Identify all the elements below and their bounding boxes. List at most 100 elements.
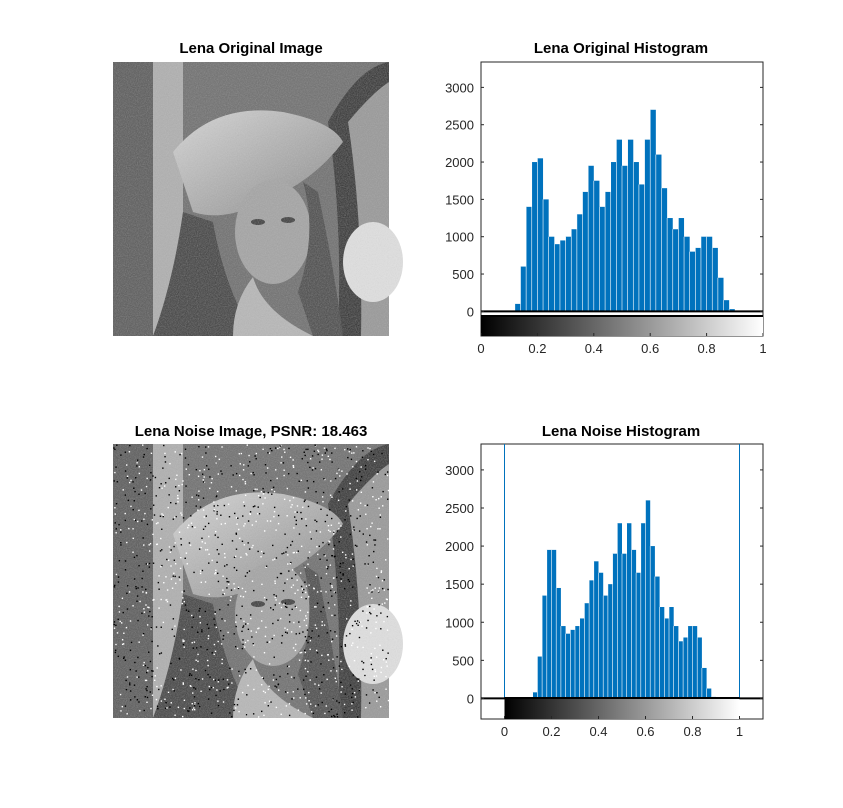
noise-speck [303, 588, 305, 591]
noise-speck [299, 572, 302, 574]
noise-speck [260, 620, 263, 622]
noise-speck [300, 511, 302, 514]
noise-speck [378, 497, 380, 500]
histogram-bar [537, 158, 544, 312]
noise-speck [312, 467, 314, 469]
noise-speck [329, 630, 332, 632]
noise-speck [216, 490, 219, 493]
noise-speck [145, 688, 147, 690]
noise-speck [303, 688, 305, 691]
noise-speck [201, 629, 203, 631]
noise-speck [290, 586, 293, 589]
noise-speck [159, 515, 162, 517]
noise-speck [132, 551, 134, 553]
noise-speck [139, 710, 141, 712]
noise-speck [326, 632, 328, 634]
noise-speck [315, 491, 317, 493]
noise-speck [370, 659, 372, 662]
noise-speck [146, 671, 148, 674]
noise-speck [362, 533, 364, 535]
noise-speck [319, 558, 321, 560]
noise-speck [336, 656, 338, 658]
noise-speck [142, 632, 145, 635]
noise-speck [162, 467, 164, 469]
noise-speck [298, 621, 300, 623]
x-tick-label: 0.8 [698, 341, 716, 356]
noise-speck [252, 505, 255, 508]
noise-speck [132, 481, 134, 483]
noise-speck [331, 452, 333, 454]
noise-speck [165, 599, 167, 601]
noise-speck [274, 685, 276, 687]
noise-speck [378, 604, 380, 606]
noise-speck [155, 698, 158, 701]
noise-speck [321, 454, 324, 456]
noise-speck [117, 618, 119, 621]
noise-speck [138, 472, 141, 475]
noise-speck [113, 627, 116, 629]
noise-speck [365, 694, 368, 696]
noise-speck [291, 504, 293, 506]
noise-speck [376, 567, 378, 570]
noise-speck [297, 709, 300, 711]
noise-speck [263, 491, 265, 493]
noise-speck [134, 519, 137, 522]
noise-speck [311, 469, 314, 471]
noise-speck [132, 509, 134, 511]
noise-speck [294, 605, 297, 608]
noise-speck [317, 450, 320, 453]
noise-speck [305, 524, 308, 527]
noise-speck [318, 684, 320, 686]
noise-speck [368, 702, 371, 704]
noise-speck [197, 660, 199, 663]
noise-speck [120, 544, 122, 546]
noise-speck [120, 531, 122, 533]
noise-speck [242, 596, 245, 598]
noise-speck [224, 556, 226, 559]
noise-speck [306, 629, 309, 631]
noise-speck [138, 701, 140, 703]
noise-speck [293, 697, 295, 699]
noise-speck [304, 566, 306, 569]
noise-speck [218, 458, 221, 461]
noise-speck [125, 679, 127, 682]
noise-speck [305, 448, 307, 451]
histogram-bar [661, 188, 668, 312]
noise-speck [354, 696, 357, 698]
noise-speck [376, 700, 378, 702]
noise-speck [292, 691, 295, 693]
noise-speck [265, 626, 267, 629]
noise-speck [374, 587, 376, 589]
noise-speck [341, 470, 343, 472]
noise-speck [360, 466, 362, 468]
noise-speck [238, 670, 240, 673]
noise-speck [316, 520, 318, 523]
noise-speck [221, 662, 223, 665]
noise-speck [340, 681, 342, 684]
noise-speck [284, 602, 287, 605]
noise-speck [263, 596, 266, 599]
noise-speck [231, 682, 233, 684]
noise-speck [323, 447, 326, 449]
noise-speck [287, 563, 289, 565]
histogram-bar [669, 607, 674, 699]
noise-speck [222, 575, 224, 577]
histogram-bar [689, 251, 696, 312]
noise-speck [130, 505, 132, 508]
noise-speck [238, 453, 240, 455]
noise-speck [283, 448, 285, 451]
noise-speck [332, 533, 335, 535]
noise-speck [321, 681, 323, 683]
noise-speck [244, 668, 246, 671]
noise-speck [235, 490, 237, 492]
noise-speck [164, 452, 166, 455]
histogram-bar [701, 667, 707, 699]
noise-speck [294, 649, 297, 652]
noise-speck [290, 631, 293, 633]
noise-speck [334, 614, 336, 617]
noise-speck [328, 607, 330, 609]
noise-speck [257, 550, 259, 553]
noise-speck [191, 496, 193, 498]
noise-speck [201, 541, 203, 543]
